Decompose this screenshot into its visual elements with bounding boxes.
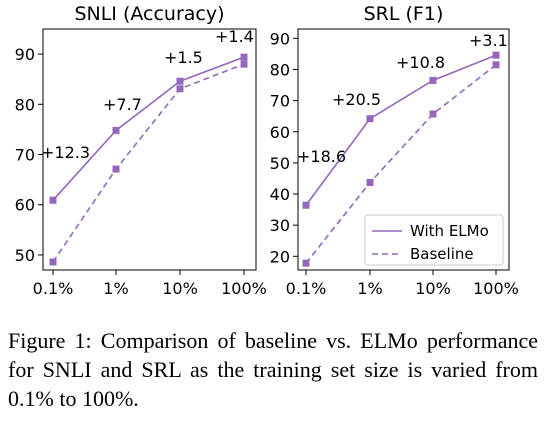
elmo-point — [302, 201, 310, 209]
x-tick-label: 10% — [162, 279, 198, 298]
x-tick-label: 0.1% — [33, 279, 74, 298]
baseline-point — [112, 165, 120, 173]
y-tick-label: 60 — [15, 196, 35, 215]
chart-panel-2: SRL (F1) 20 30 40 50 60 70 80 90 0.1% 1% 10% 100% +18… — [270, 3, 519, 298]
elmo-point — [176, 77, 184, 85]
baseline-point — [302, 259, 310, 267]
x-tick-label: 1% — [357, 279, 382, 298]
baseline-point — [429, 110, 437, 118]
y-tick-label: 50 — [270, 154, 290, 173]
x-tick-label: 10% — [415, 279, 451, 298]
gain-annotation: +18.6 — [297, 147, 346, 166]
baseline-point — [492, 61, 500, 69]
y-tick-label: 30 — [270, 216, 290, 235]
elmo-point — [492, 51, 500, 59]
x-tick-label: 0.1% — [286, 279, 327, 298]
legend-label: Baseline — [410, 245, 474, 263]
baseline-point — [49, 258, 57, 266]
y-tick-label: 80 — [15, 95, 35, 114]
plot-frame — [297, 28, 510, 271]
baseline-line — [305, 64, 497, 264]
gain-annotation: +3.1 — [469, 31, 508, 50]
gain-annotation: +20.5 — [332, 90, 381, 109]
baseline-point — [176, 85, 184, 93]
gain-annotation: +10.8 — [396, 53, 445, 72]
gain-annotation: +1.5 — [164, 48, 203, 67]
gain-annotation: +12.3 — [41, 143, 90, 162]
plot-frame — [42, 28, 257, 271]
baseline-line — [52, 63, 245, 263]
legend-label: With ELMo — [410, 222, 489, 240]
gain-annotation: +1.4 — [215, 27, 254, 46]
y-tick-label: 70 — [270, 92, 290, 111]
x-tick-label: 1% — [103, 279, 128, 298]
y-tick-label: 60 — [270, 123, 290, 142]
y-tick-label: 90 — [270, 29, 290, 48]
y-tick-label: 20 — [270, 247, 290, 266]
elmo-point — [112, 126, 120, 134]
gain-annotation: +7.7 — [103, 95, 142, 114]
figure: SNLI (Accuracy) 50 60 70 80 90 0.1% 1% 10% 100% +1… — [15, 3, 519, 298]
y-tick-label: 70 — [15, 146, 35, 165]
chart-title: SRL (F1) — [364, 3, 444, 25]
x-tick-label: 100% — [221, 279, 267, 298]
figure-caption: Figure 1: Comparison of baseline vs. ELM… — [8, 328, 538, 411]
chart-title: SNLI (Accuracy) — [74, 3, 224, 25]
y-tick-label: 80 — [270, 60, 290, 79]
elmo-point — [429, 76, 437, 84]
legend: With ELMo Baseline — [364, 214, 504, 266]
baseline-point — [240, 60, 248, 68]
elmo-line — [305, 54, 497, 206]
x-tick-label: 100% — [473, 279, 519, 298]
elmo-point — [366, 115, 374, 123]
y-tick-label: 50 — [15, 246, 35, 265]
elmo-point — [49, 196, 57, 204]
chart-panel-1: SNLI (Accuracy) 50 60 70 80 90 0.1% 1% 10% 100% +1… — [15, 3, 267, 298]
legend-box — [364, 214, 504, 266]
elmo-line — [52, 56, 245, 201]
y-tick-label: 40 — [270, 185, 290, 204]
elmo-point — [240, 53, 248, 61]
baseline-point — [366, 179, 374, 187]
y-tick-label: 90 — [15, 45, 35, 64]
